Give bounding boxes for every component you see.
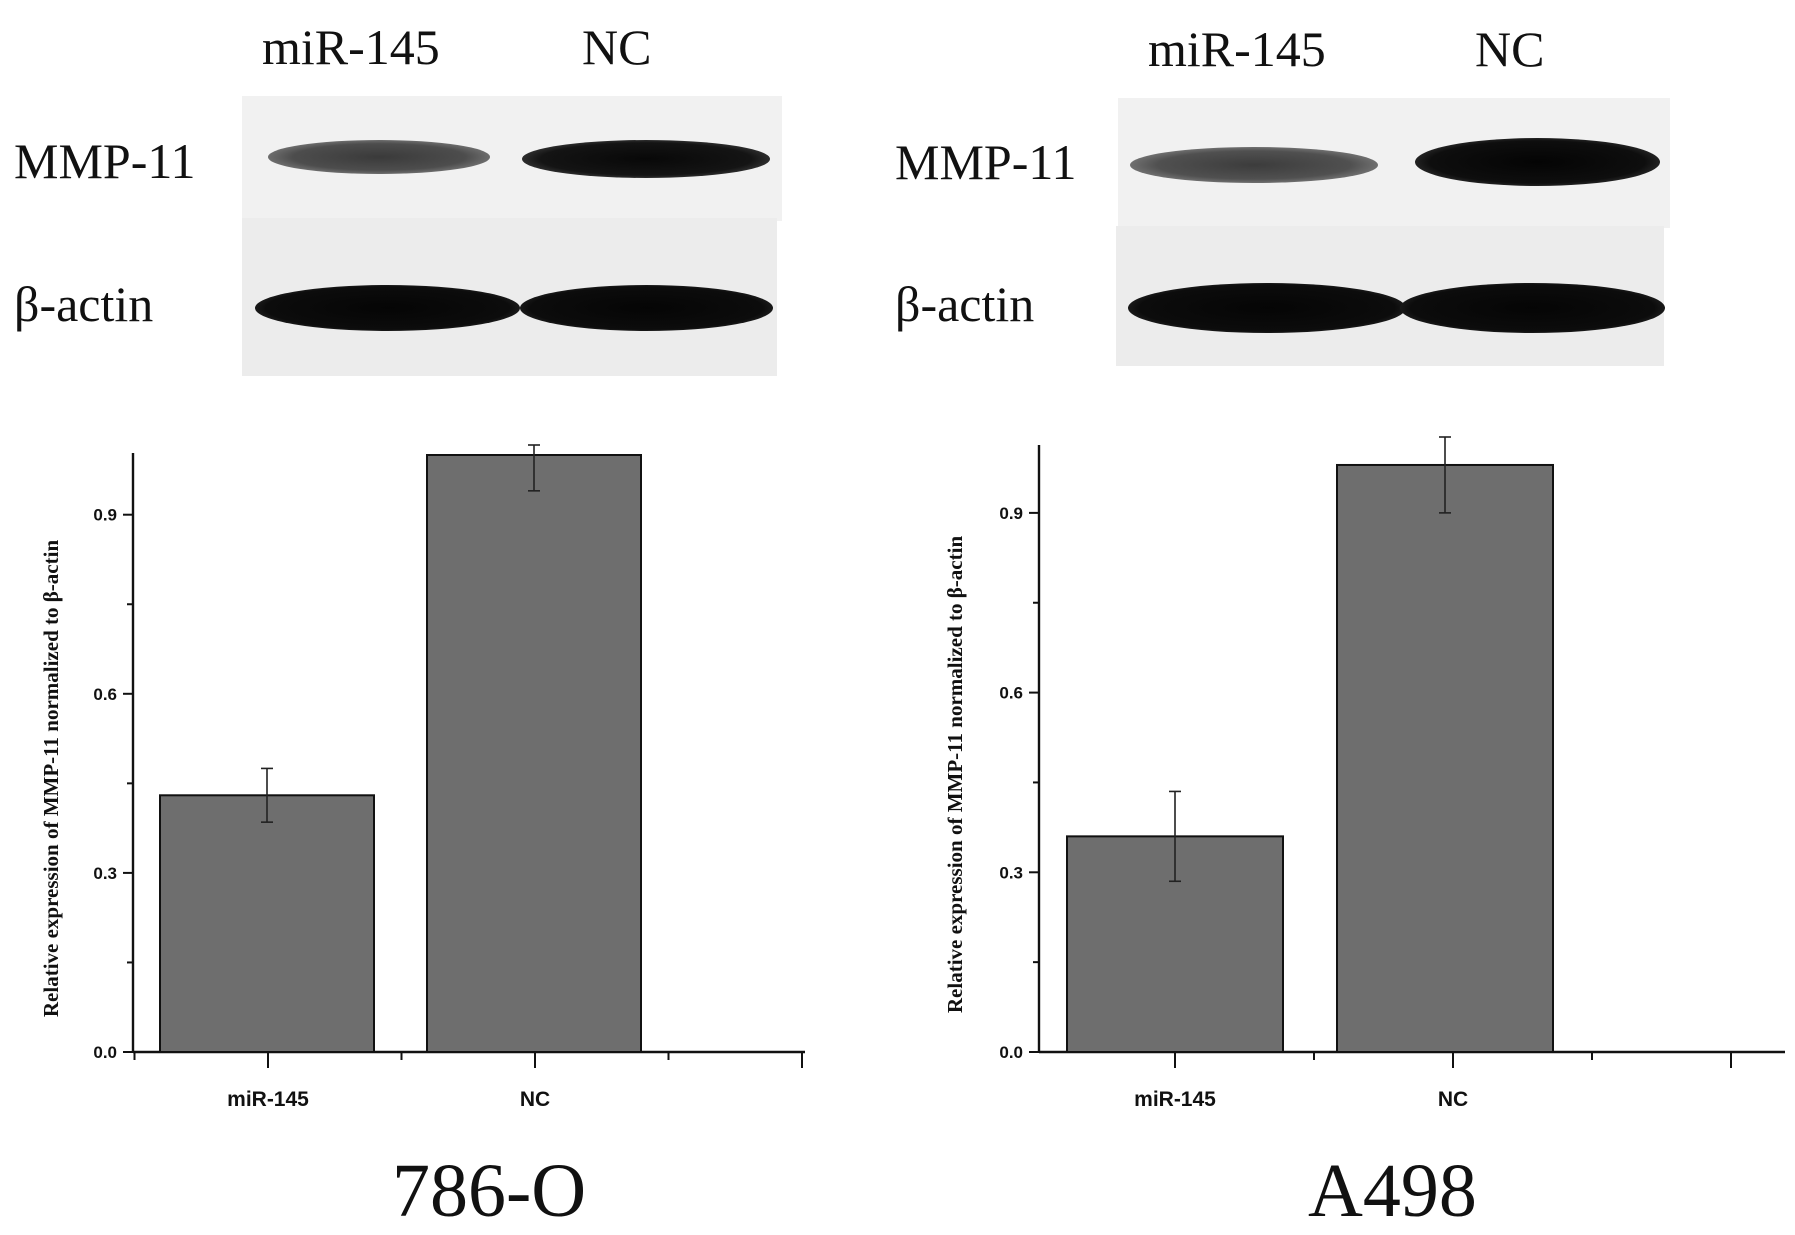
band-mmp-11-nc — [522, 140, 770, 178]
y-axis-label: Relative expression of MMP-11 normalized… — [39, 540, 63, 1018]
y-tick-label: 0.9 — [999, 504, 1023, 523]
x-category-label: miR-145 — [227, 1088, 309, 1111]
band-beta-actin-nc — [520, 285, 773, 331]
protein-label-beta-actin: β-actin — [895, 276, 1035, 332]
y-tick-label: 0.3 — [999, 863, 1023, 882]
band-mmp-11-mir-145 — [268, 140, 490, 174]
band-mmp-11-mir-145 — [1130, 147, 1378, 183]
y-tick-label: 0.6 — [999, 684, 1023, 703]
x-category-label: NC — [520, 1088, 550, 1111]
bar-nc — [426, 454, 642, 1053]
y-tick-label: 0.6 — [93, 685, 117, 704]
x-category-label: NC — [1438, 1088, 1468, 1111]
bar-nc — [1336, 463, 1554, 1054]
y-tick-label: 0.9 — [93, 506, 117, 525]
band-beta-actin-nc — [1400, 283, 1665, 333]
lane-label-mir-145: miR-145 — [1148, 21, 1326, 77]
y-axis-label: Relative expression of MMP-11 normalized… — [943, 536, 967, 1014]
band-beta-actin-mir-145 — [1128, 283, 1406, 333]
band-beta-actin-mir-145 — [255, 285, 520, 331]
protein-label-mmp-11: MMP-11 — [895, 134, 1077, 190]
y-tick-label: 0.3 — [93, 864, 117, 883]
y-tick-label: 0.0 — [999, 1043, 1023, 1062]
bar-mir-145 — [159, 794, 375, 1053]
band-mmp-11-nc — [1415, 138, 1660, 186]
y-tick-label: 0.0 — [93, 1043, 117, 1062]
protein-label-beta-actin: β-actin — [14, 276, 154, 332]
lane-label-nc: NC — [1475, 21, 1545, 77]
lane-label-nc: NC — [582, 19, 652, 75]
x-category-label: miR-145 — [1134, 1088, 1216, 1111]
lane-label-mir-145: miR-145 — [262, 19, 440, 75]
cell-line-label-a498: A498 — [1308, 1149, 1477, 1233]
cell-line-label-786-o: 786-O — [392, 1149, 587, 1233]
protein-label-mmp-11: MMP-11 — [14, 133, 196, 189]
